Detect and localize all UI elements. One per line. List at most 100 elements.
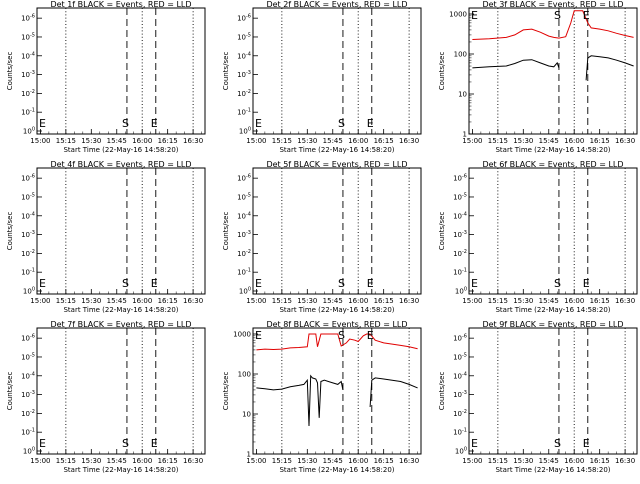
y-tick-label: 10-6 <box>237 174 251 183</box>
marker-label-s: S <box>338 329 345 342</box>
x-tick-label: 15:15 <box>272 297 292 305</box>
y-tick-label: 10-4 <box>453 211 467 220</box>
plot-frame <box>36 327 206 455</box>
x-tick-label: 15:30 <box>513 297 533 305</box>
x-axis-label: Start Time (22-May-16 14:58:20) <box>495 306 610 314</box>
x-tick-label: 16:15 <box>374 457 394 465</box>
y-axis-label: Counts/sec <box>222 212 230 251</box>
marker-label-e: E <box>367 329 374 342</box>
x-tick-label: 16:15 <box>158 297 178 305</box>
y-axis-label: Counts/sec <box>6 212 14 251</box>
x-tick-label: 16:15 <box>158 457 178 465</box>
events-series-line <box>472 59 560 69</box>
lld-series-line <box>256 333 418 351</box>
y-tick-label: 10-5 <box>453 352 467 361</box>
x-tick-label: 16:00 <box>564 137 584 145</box>
y-tick-label: 100 <box>455 447 467 456</box>
x-tick-label: 15:15 <box>488 457 508 465</box>
marker-label-e: E <box>39 117 46 130</box>
y-tick-label: 10-6 <box>453 334 467 343</box>
marker-label-e: E <box>255 117 262 130</box>
y-tick-label: 10-5 <box>21 32 35 41</box>
y-tick-label: 1 <box>463 131 467 139</box>
x-axis-label: Start Time (22-May-16 14:58:20) <box>279 466 394 474</box>
marker-label-s: S <box>122 117 129 130</box>
y-axis-label: Counts/sec <box>222 52 230 91</box>
x-tick-label: 16:30 <box>399 297 419 305</box>
x-tick-label: 16:15 <box>374 137 394 145</box>
x-tick-label: 15:15 <box>56 297 76 305</box>
marker-label-s: S <box>122 277 129 290</box>
marker-label-e: E <box>471 9 478 22</box>
x-tick-label: 15:00 <box>30 137 50 145</box>
y-tick-label: 10-1 <box>21 428 35 437</box>
x-tick-label: 16:00 <box>132 137 152 145</box>
x-tick-label: 15:15 <box>488 137 508 145</box>
x-tick-label: 16:30 <box>615 457 635 465</box>
panel-title: Det 7f BLACK = Events, RED = LLD <box>50 320 191 329</box>
y-axis-label: Counts/sec <box>438 52 446 91</box>
marker-label-e: E <box>151 277 158 290</box>
x-tick-label: 15:00 <box>30 457 50 465</box>
x-tick-label: 15:30 <box>297 137 317 145</box>
x-axis-label: Start Time (22-May-16 14:58:20) <box>63 306 178 314</box>
panel-title: Det 5f BLACK = Events, RED = LLD <box>266 160 407 169</box>
y-tick-label: 10-2 <box>21 409 35 418</box>
x-tick-label: 15:00 <box>462 457 482 465</box>
x-tick-label: 16:15 <box>158 137 178 145</box>
y-tick-label: 10-4 <box>21 51 35 60</box>
y-tick-label: 100 <box>23 127 35 136</box>
y-tick-label: 10-6 <box>21 334 35 343</box>
marker-label-e: E <box>39 277 46 290</box>
panel-title: Det 3f BLACK = Events, RED = LLD <box>482 0 623 9</box>
y-tick-label: 100 <box>454 51 467 59</box>
marker-label-e: E <box>583 437 590 450</box>
x-tick-label: 15:45 <box>107 297 127 305</box>
panel-title: Det 6f BLACK = Events, RED = LLD <box>482 160 623 169</box>
x-tick-label: 15:00 <box>462 137 482 145</box>
events-series-line <box>585 55 634 81</box>
marker-label-e: E <box>471 437 478 450</box>
x-tick-label: 15:45 <box>107 457 127 465</box>
detector-panel-2: Det 2f BLACK = Events, RED = LLD 100 10-1 1… <box>222 0 422 154</box>
y-tick-label: 10-3 <box>453 390 467 399</box>
x-tick-label: 15:30 <box>513 137 533 145</box>
y-tick-label: 10-2 <box>453 409 467 418</box>
panel-title: Det 8f BLACK = Events, RED = LLD <box>266 320 407 329</box>
panel-title: Det 2f BLACK = Events, RED = LLD <box>266 0 407 9</box>
panel-title: Det 9f BLACK = Events, RED = LLD <box>482 320 623 329</box>
x-tick-label: 15:45 <box>323 457 343 465</box>
y-tick-label: 10-3 <box>21 390 35 399</box>
marker-label-e: E <box>39 437 46 450</box>
x-tick-label: 15:30 <box>81 137 101 145</box>
y-tick-label: 10-3 <box>21 70 35 79</box>
marker-label-s: S <box>122 437 129 450</box>
panel-title: Det 4f BLACK = Events, RED = LLD <box>50 160 191 169</box>
x-tick-label: 15:15 <box>272 137 292 145</box>
x-tick-label: 15:00 <box>246 137 266 145</box>
detector-panel-6: Det 6f BLACK = Events, RED = LLD 100 10-1 1… <box>438 160 638 314</box>
x-tick-label: 15:30 <box>297 457 317 465</box>
x-tick-label: 16:00 <box>348 137 368 145</box>
x-axis-label: Start Time (22-May-16 14:58:20) <box>279 306 394 314</box>
plot-frame <box>252 167 422 295</box>
y-tick-label: 10-2 <box>453 249 467 258</box>
x-tick-label: 15:15 <box>488 297 508 305</box>
y-tick-label: 10-2 <box>237 89 251 98</box>
y-tick-label: 10-2 <box>21 249 35 258</box>
x-axis-label: Start Time (22-May-16 14:58:20) <box>63 146 178 154</box>
y-tick-label: 1 <box>247 451 251 459</box>
y-tick-label: 10-3 <box>21 230 35 239</box>
y-tick-label: 10-5 <box>453 192 467 201</box>
y-axis-label: Counts/sec <box>6 52 14 91</box>
marker-label-s: S <box>554 9 561 22</box>
y-axis-label: Counts/sec <box>438 372 446 411</box>
y-tick-label: 10-1 <box>237 108 251 117</box>
x-tick-label: 15:15 <box>56 137 76 145</box>
x-tick-label: 16:00 <box>132 457 152 465</box>
x-tick-label: 15:45 <box>323 137 343 145</box>
x-tick-label: 16:00 <box>564 457 584 465</box>
y-tick-label: 10-5 <box>237 192 251 201</box>
plot-frame <box>36 167 206 295</box>
x-tick-label: 16:00 <box>564 297 584 305</box>
